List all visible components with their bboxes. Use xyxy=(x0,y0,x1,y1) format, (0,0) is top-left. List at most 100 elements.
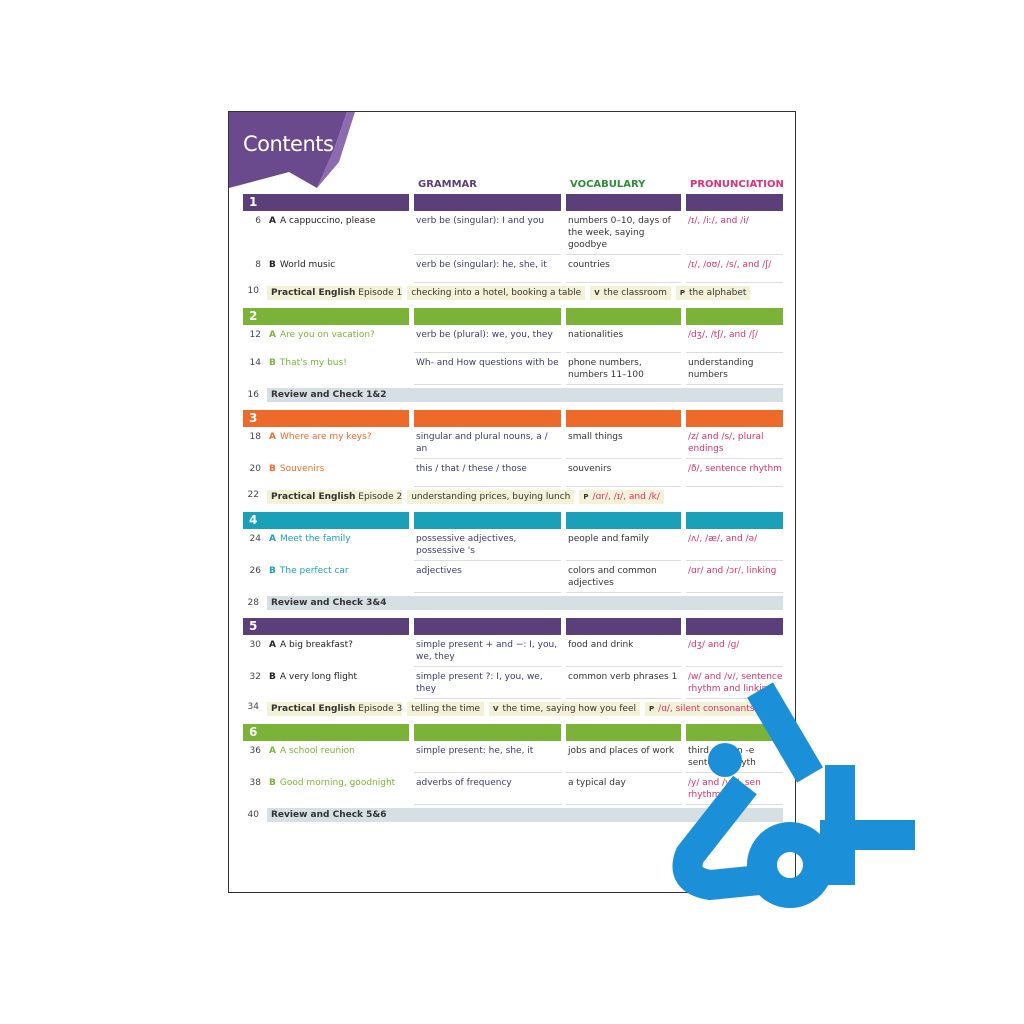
unit-bar: 3 xyxy=(243,410,783,427)
pronunciation-cell: /w/ and /v/, sentence rhythm and linking xyxy=(686,667,783,699)
unit-number: 5 xyxy=(243,618,409,635)
lesson-row: 32 B A very long flight simple present ?: I… xyxy=(243,667,783,699)
practical-grammar: checking into a hotel, booking a table xyxy=(407,285,586,300)
lesson-title: That's my bus! xyxy=(279,358,347,368)
column-header: GRAMMAR xyxy=(418,179,477,190)
extra-label: V xyxy=(493,704,499,713)
vocabulary-cell: phone numbers, numbers 11–100 xyxy=(566,353,681,385)
lesson-row: 24 A Meet the family possessive adjectives,… xyxy=(243,529,783,561)
lesson-title-cell: 30 A A big breakfast? xyxy=(243,635,409,667)
extra-text: /ɑr/, /ɪ/, and /k/ xyxy=(592,491,660,502)
lesson-title: Are you on vacation? xyxy=(279,330,375,340)
practical-label: Practical English xyxy=(271,287,356,298)
unit-number: 3 xyxy=(243,410,409,427)
pronunciation-cell: understanding numbers xyxy=(686,353,783,385)
grammar-cell: Wh- and How questions with be xyxy=(414,353,561,385)
lesson-title: The perfect car xyxy=(279,566,349,576)
page-number: 26 xyxy=(249,566,261,576)
grammar-cell: simple present + and −: I, you, we, they xyxy=(414,635,561,667)
grammar-cell: singular and plural nouns, a / an xyxy=(414,427,561,459)
lesson-title: A school reunion xyxy=(279,746,355,756)
vocabulary-cell: jobs and places of work xyxy=(566,741,681,773)
page-number: 34 xyxy=(247,701,259,712)
page-number: 22 xyxy=(247,489,259,500)
unit-bar-cell xyxy=(686,410,783,427)
lesson-letter: B xyxy=(269,260,276,270)
lesson-letter: B xyxy=(269,358,276,368)
unit-bar-cell xyxy=(566,194,681,211)
vocabulary-cell: countries xyxy=(566,255,681,283)
grammar-cell: adjectives xyxy=(414,561,561,593)
lesson-letter: B xyxy=(269,778,276,788)
unit-bar-cell xyxy=(566,618,681,635)
lesson-title-cell: 18 A Where are my keys? xyxy=(243,427,409,459)
contents-page: Contents GRAMMAR VOCABULARY PRONUNCIATIO… xyxy=(228,111,796,893)
lesson-title: World music xyxy=(279,260,336,270)
unit-bar-cell xyxy=(686,512,783,529)
lesson-row: 12 A Are you on vacation? verb be (plural):… xyxy=(243,325,783,353)
unit-bar-cell xyxy=(686,618,783,635)
extra-label: P xyxy=(649,704,655,713)
lesson-row: 14 B That's my bus! Wh- and How questions w… xyxy=(243,353,783,385)
unit-bar-cell xyxy=(566,512,681,529)
unit-bar-cell xyxy=(686,194,783,211)
unit-bar-cell xyxy=(686,724,783,741)
unit-bar-cell xyxy=(414,618,561,635)
extra-text: the classroom xyxy=(603,287,667,298)
episode: Episode 3 xyxy=(358,703,403,714)
column-header: VOCABULARY xyxy=(570,179,646,190)
page-title: Contents xyxy=(243,132,334,156)
episode: Episode 2 xyxy=(358,491,403,502)
lesson-row: 26 B The perfect car adjectives colors and c… xyxy=(243,561,783,593)
page-number: 10 xyxy=(247,285,259,296)
practical-row: 34 Practical English Episode 3 telling the… xyxy=(243,700,783,717)
extra-text: /ɑ/, silent consonants xyxy=(658,703,755,714)
unit-bar-cell xyxy=(414,308,561,325)
vocabulary-cell: common verb phrases 1 xyxy=(566,667,681,699)
page-number: 6 xyxy=(255,216,261,226)
page-number: 38 xyxy=(249,778,261,788)
vocabulary-cell: a typical day xyxy=(566,773,681,805)
lesson-title: Meet the family xyxy=(279,534,351,544)
practical-title: Practical English Episode 1 xyxy=(267,285,403,300)
review-title: Review and Check 3&4 xyxy=(267,595,783,610)
pronunciation-cell: /z/ and /s/, plural endings xyxy=(686,427,783,459)
lesson-title: Good morning, goodnight xyxy=(279,778,396,788)
lesson-title: A big breakfast? xyxy=(279,640,353,650)
extra-text: the alphabet xyxy=(689,287,747,298)
pronunciation-cell: /ʌ/, /æ/, and /ə/ xyxy=(686,529,783,561)
unit-bar-cell xyxy=(414,194,561,211)
lesson-title-cell: 36 A A school reunion xyxy=(243,741,409,773)
pronunciation-cell: /ɑr/ and /ɔr/, linking xyxy=(686,561,783,593)
review-row: 40 Review and Check 5&6 xyxy=(243,806,783,823)
lesson-row: 8 B World music verb be (singular): he, she… xyxy=(243,255,783,283)
unit-bar: 5 xyxy=(243,618,783,635)
unit-number: 4 xyxy=(243,512,409,529)
grammar-cell: verb be (singular): he, she, it xyxy=(414,255,561,283)
grammar-cell: adverbs of frequency xyxy=(414,773,561,805)
unit-bar-cell xyxy=(414,410,561,427)
extra-label: V xyxy=(594,288,600,297)
page-number: 40 xyxy=(247,809,259,820)
lesson-letter: A xyxy=(269,216,276,226)
extra-text: the time, saying how you feel xyxy=(502,703,637,714)
page-number: 36 xyxy=(249,746,261,756)
practical-title-cell: 22 Practical English Episode 2 xyxy=(243,489,403,504)
lesson-letter: B xyxy=(269,672,276,682)
practical-label: Practical English xyxy=(271,703,356,714)
page-number: 18 xyxy=(249,432,261,442)
lesson-title-cell: 38 B Good morning, goodnight xyxy=(243,773,409,805)
page-number: 28 xyxy=(247,597,259,608)
vocabulary-cell: nationalities xyxy=(566,325,681,353)
lesson-letter: A xyxy=(269,640,276,650)
practical-title-cell: 34 Practical English Episode 3 xyxy=(243,701,403,716)
practical-grammar: understanding prices, buying lunch xyxy=(407,489,575,504)
practical-label: Practical English xyxy=(271,491,356,502)
practical-title-cell: 10 Practical English Episode 1 xyxy=(243,285,403,300)
unit-bar: 1 xyxy=(243,194,783,211)
extra-label: P xyxy=(679,288,686,297)
unit-bar-cell xyxy=(566,308,681,325)
